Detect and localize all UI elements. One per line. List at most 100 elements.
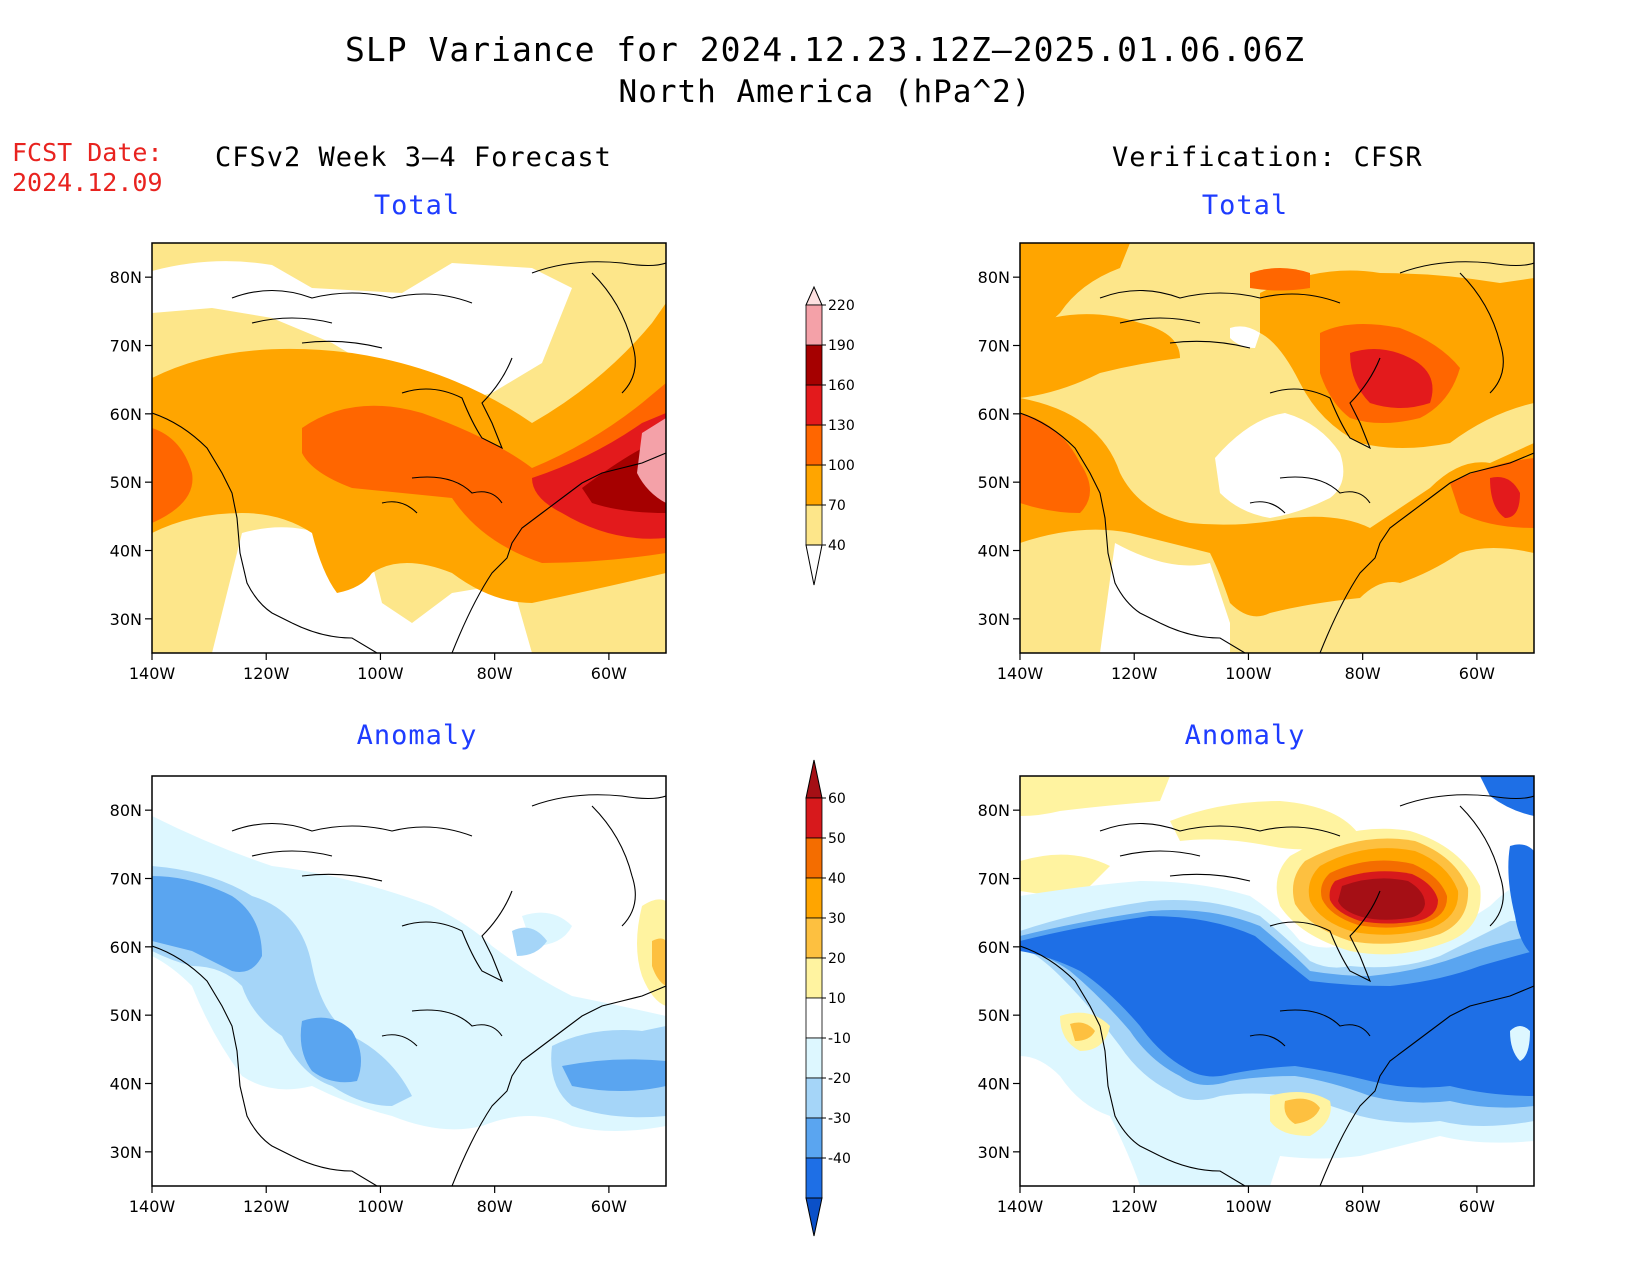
lat-tick-label: 50N [978, 473, 1010, 492]
figure-title: SLP Variance for 2024.12.23.12Z–2025.01.… [345, 30, 1305, 69]
shade-orange-band [1020, 398, 1534, 617]
colorbar-box [805, 917, 823, 959]
colorbar-label: 160 [828, 378, 855, 394]
coastlines [152, 261, 666, 653]
shade-white-north [1230, 326, 1260, 348]
panel-title-verification-anomaly: Anomaly [1184, 720, 1306, 751]
forecast-date-label: FCST Date: [12, 138, 163, 167]
lon-tick-label: 60W [1459, 1197, 1495, 1216]
forecast-date: FCST Date: 2024.12.09 [12, 138, 163, 198]
lon-tick-label: 140W [997, 664, 1044, 683]
lat-tick-label: 60N [978, 938, 1010, 957]
lat-axis-verification-anomaly: 80N 70N 60N 50N 40N 30N [978, 801, 1020, 1162]
colorbar-bottom-arrow [805, 1197, 823, 1237]
shade-darkblue-e [1508, 844, 1534, 956]
lon-tick-label: 100W [357, 664, 404, 683]
colorbar-box [805, 304, 823, 346]
shade-white-e [1510, 1026, 1530, 1061]
shade-orange-north [1020, 243, 1130, 333]
lat-axis-forecast-anomaly: 80N 70N 60N 50N 40N 30N [110, 801, 152, 1162]
colorbar-label: 40 [828, 871, 846, 887]
colorbar-box [805, 384, 823, 426]
lon-axis-verification-total: 140W 120W 100W 80W 60W [997, 653, 1495, 683]
lat-axis-forecast-total: 80N 70N 60N 50N 40N 30N [110, 268, 152, 629]
colorbar-label: 130 [828, 418, 855, 434]
colorbar-label: -40 [828, 1151, 851, 1167]
colorbar-box [805, 464, 823, 506]
shade-red-ne [1350, 349, 1433, 408]
forecast-column-header: CFSv2 Week 3–4 Forecast [215, 142, 612, 173]
lon-tick-label: 60W [591, 664, 627, 683]
shade-pink-east [637, 418, 666, 503]
colorbar-box [805, 344, 823, 386]
lon-tick-label: 140W [129, 664, 176, 683]
colorbar-label: 20 [828, 951, 846, 967]
colorbar-box [805, 1077, 823, 1119]
lat-tick-label: 30N [110, 610, 142, 629]
shade-gold-w2 [1070, 1022, 1095, 1041]
lon-tick-label: 80W [1345, 664, 1381, 683]
shade-lightblue-west [152, 816, 666, 1131]
lat-tick-label: 40N [110, 1075, 142, 1094]
lon-tick-label: 80W [1345, 1197, 1381, 1216]
colorbar-label: -20 [828, 1071, 851, 1087]
map-forecast-total: 80N 70N 60N 50N 40N 30N 140W 120W 100W 80W 60W [110, 242, 667, 683]
lat-tick-label: 60N [110, 938, 142, 957]
figure-subtitle: North America (hPa^2) [618, 74, 1032, 110]
shade-yellow-nw [1020, 776, 1170, 816]
shade-darkorange-west [152, 428, 193, 523]
colorbar-box [805, 877, 823, 919]
coastlines [152, 794, 666, 1186]
panel-title-verification-total: Total [1201, 190, 1289, 221]
lon-tick-label: 140W [997, 1197, 1044, 1216]
map-verification-total: 80N 70N 60N 50N 40N 30N 140W 120W 100W 80W 60W [978, 242, 1535, 683]
lat-tick-label: 60N [110, 405, 142, 424]
shade-darkorange-n [1250, 268, 1310, 291]
colorbar-box [805, 1117, 823, 1159]
lon-tick-label: 100W [357, 1197, 404, 1216]
panel-title-forecast-total: Total [373, 190, 461, 221]
shade-midblue-west [152, 876, 262, 972]
shade-red-east [1490, 477, 1520, 518]
lat-tick-label: 40N [978, 542, 1010, 561]
lat-tick-label: 70N [978, 337, 1010, 356]
colorbar-box [805, 797, 823, 839]
shade-white-south [212, 527, 532, 653]
lat-tick-label: 60N [978, 405, 1010, 424]
shade-midblue-east [562, 1059, 666, 1091]
colorbar-label: 10 [828, 991, 846, 1007]
colorbar-box [805, 997, 823, 1039]
lon-tick-label: 140W [129, 1197, 176, 1216]
colorbar-bottom-arrow [805, 544, 823, 586]
lat-tick-label: 30N [978, 1143, 1010, 1162]
lon-tick-label: 120W [1111, 1197, 1158, 1216]
lat-tick-label: 80N [110, 268, 142, 287]
lat-tick-label: 50N [110, 1006, 142, 1025]
forecast-date-value: 2024.12.09 [12, 168, 163, 197]
lat-tick-label: 80N [110, 801, 142, 820]
lat-tick-label: 40N [978, 1075, 1010, 1094]
shade-white-north [152, 261, 572, 403]
lon-axis-verification-anomaly: 140W 120W 100W 80W 60W [997, 1186, 1495, 1216]
colorbar-box [805, 1157, 823, 1199]
lon-tick-label: 80W [477, 1197, 513, 1216]
map-verification-anomaly: 80N 70N 60N 50N 40N 30N 140W 120W 100W 80W 60W [978, 775, 1535, 1216]
lat-tick-label: 70N [978, 870, 1010, 889]
colorbar-box [805, 957, 823, 999]
shade-yellow-n [1170, 801, 1360, 850]
shade-darkorange-west [1020, 413, 1090, 513]
lat-tick-label: 30N [978, 610, 1010, 629]
lon-tick-label: 100W [1225, 664, 1272, 683]
lon-tick-label: 80W [477, 664, 513, 683]
lat-tick-label: 70N [110, 870, 142, 889]
colorbar-label: 50 [828, 831, 846, 847]
colorbar-label: 100 [828, 458, 855, 474]
lat-tick-label: 50N [110, 473, 142, 492]
coastlines [1020, 261, 1534, 653]
lat-axis-verification-total: 80N 70N 60N 50N 40N 30N [978, 268, 1020, 629]
colorbar-anomaly: 60 50 40 30 20 10 -10 -20 -30 -40 [805, 759, 851, 1237]
verification-column-header: Verification: CFSR [1112, 142, 1423, 173]
lon-tick-label: 120W [243, 664, 290, 683]
shade-gold-east [652, 938, 666, 986]
map-forecast-anomaly: 80N 70N 60N 50N 40N 30N 140W 120W 100W 80W 60W [110, 775, 667, 1216]
